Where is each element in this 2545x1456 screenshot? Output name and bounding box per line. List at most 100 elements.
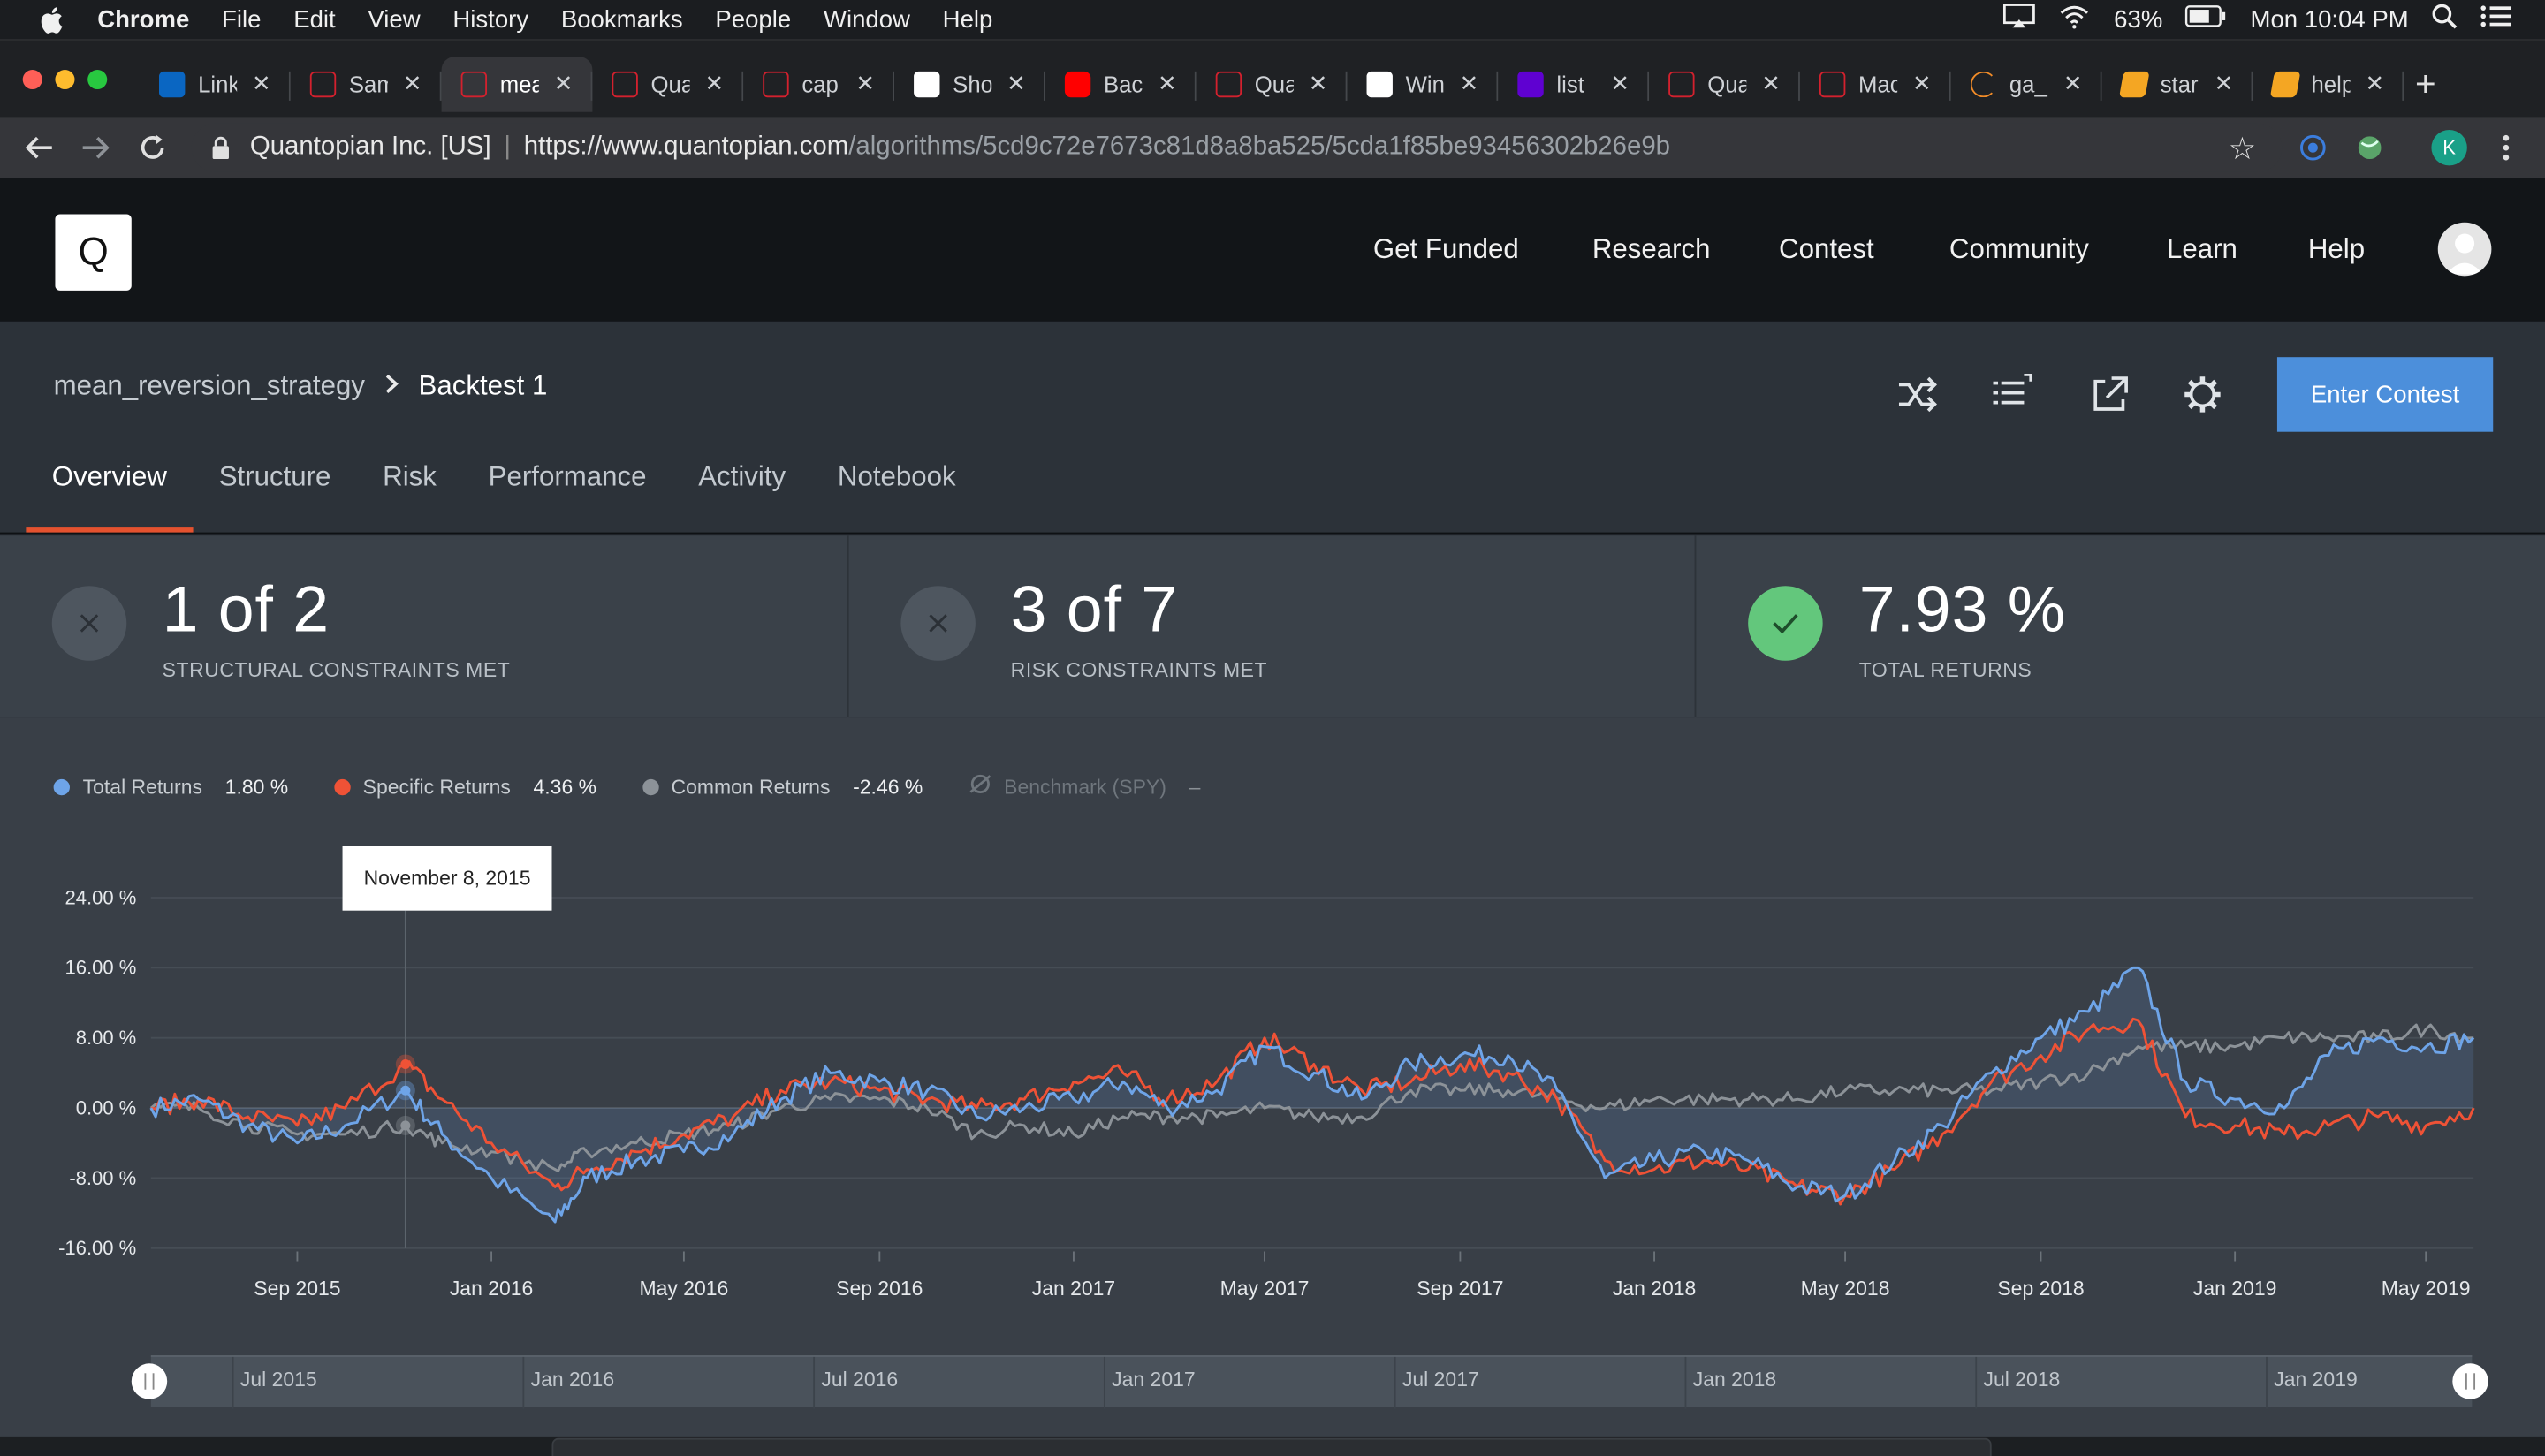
quantopian-icon — [763, 71, 789, 98]
browser-tab[interactable]: ga_ ✕ — [1951, 57, 2102, 111]
menu-file[interactable]: File — [222, 5, 262, 34]
minimize-window-button[interactable] — [55, 70, 75, 90]
list-icon[interactable] — [1992, 374, 2034, 416]
browser-tab[interactable]: Qua ✕ — [1649, 57, 1800, 111]
browser-tab[interactable]: help ✕ — [2253, 57, 2404, 111]
profile-avatar[interactable]: K — [2431, 129, 2467, 166]
dock-strip — [0, 1436, 2545, 1456]
menubar-clock[interactable]: Mon 10:04 PM — [2250, 5, 2409, 34]
legend-benchmark[interactable]: Benchmark (SPY) – — [969, 774, 1200, 799]
browser-tab[interactable]: star ✕ — [2102, 57, 2253, 111]
range-end-handle[interactable] — [2452, 1363, 2488, 1399]
check-icon — [1748, 586, 1824, 661]
notification-center-icon[interactable] — [2480, 4, 2513, 36]
extension-search-icon[interactable] — [2295, 130, 2330, 165]
airplay-icon[interactable] — [2003, 4, 2036, 36]
browser-tab[interactable]: Link ✕ — [140, 57, 291, 111]
browser-tab[interactable]: list ✕ — [1498, 57, 1650, 111]
chrome-menu-icon[interactable] — [2488, 130, 2524, 165]
tab-activity[interactable]: Activity — [698, 460, 786, 492]
dock — [551, 1437, 1992, 1456]
tab-notebook[interactable]: Notebook — [837, 460, 956, 492]
yahoo-icon — [1517, 71, 1544, 98]
quantopian-icon — [309, 71, 337, 98]
tab-overview[interactable]: Overview — [26, 444, 194, 533]
total-returns-card[interactable]: 7.93 % TOTAL RETURNS — [1697, 535, 2545, 719]
nav-help[interactable]: Help — [2307, 233, 2366, 265]
extension-globe-icon[interactable] — [2351, 130, 2387, 165]
menu-people[interactable]: People — [715, 5, 792, 34]
new-tab-button[interactable]: + — [2415, 63, 2436, 104]
zoom-window-button[interactable] — [87, 70, 108, 90]
legend-specific-returns[interactable]: Specific Returns 4.36 % — [333, 775, 596, 798]
tab-close-icon[interactable]: ✕ — [2365, 70, 2385, 96]
close-window-button[interactable] — [22, 70, 42, 90]
tab-close-icon[interactable]: ✕ — [2214, 70, 2234, 96]
browser-tab[interactable]: Qua ✕ — [592, 57, 744, 111]
shuffle-icon[interactable] — [1895, 374, 1938, 416]
reload-icon[interactable] — [134, 130, 170, 165]
browser-tab[interactable]: cap ✕ — [743, 57, 895, 111]
browser-tab[interactable]: Qua ✕ — [1197, 57, 1348, 111]
range-start-handle[interactable] — [131, 1363, 168, 1399]
gear-icon[interactable] — [2182, 374, 2224, 416]
tab-close-icon[interactable]: ✕ — [402, 70, 422, 96]
external-link-icon[interactable] — [2089, 374, 2131, 416]
tab-close-icon[interactable]: ✕ — [1761, 70, 1781, 96]
browser-tab[interactable]: Sho ✕ — [894, 57, 1045, 111]
apple-icon[interactable] — [35, 5, 65, 34]
quantopian-logo[interactable]: Q — [55, 214, 132, 291]
tab-close-icon[interactable]: ✕ — [1610, 70, 1630, 96]
back-arrow-icon[interactable] — [21, 130, 57, 165]
tab-title: cap — [801, 71, 839, 98]
forward-arrow-icon[interactable] — [78, 130, 113, 165]
tab-structure[interactable]: Structure — [218, 460, 331, 492]
enter-contest-button[interactable]: Enter Contest — [2276, 357, 2494, 432]
browser-tab[interactable]: Bac ✕ — [1045, 57, 1197, 111]
legend-common-returns[interactable]: Common Returns -2.46 % — [642, 775, 923, 798]
tab-close-icon[interactable]: ✕ — [1308, 70, 1328, 96]
lock-icon[interactable] — [211, 136, 234, 160]
spotlight-search-icon[interactable] — [2431, 4, 2458, 36]
browser-tab[interactable]: Win ✕ — [1347, 57, 1499, 111]
tab-close-icon[interactable]: ✕ — [1007, 70, 1026, 96]
structural-constraints-card[interactable]: 1 of 2 STRUCTURAL CONSTRAINTS MET — [0, 535, 849, 719]
nav-get-funded[interactable]: Get Funded — [1372, 233, 1519, 265]
nav-research[interactable]: Research — [1592, 233, 1711, 265]
browser-tab[interactable]: mea ✕ — [441, 57, 593, 112]
x-tick-label: May 2018 — [1801, 1277, 1890, 1300]
tab-close-icon[interactable]: ✕ — [704, 70, 725, 96]
risk-constraints-card[interactable]: 3 of 7 RISK CONSTRAINTS MET — [848, 535, 1698, 719]
menu-window[interactable]: Window — [823, 5, 910, 34]
battery-icon[interactable] — [2185, 5, 2228, 34]
returns-chart[interactable]: 24.00 % 16.00 % 8.00 % 0.00 % -8.00 % -16.00 … — [0, 717, 2545, 1437]
address-bar[interactable]: Quantopian Inc. [US] | https://www.quant… — [191, 123, 2283, 172]
wifi-icon[interactable] — [2059, 4, 2092, 36]
tab-close-icon[interactable]: ✕ — [553, 70, 574, 96]
nav-community[interactable]: Community — [1949, 233, 2089, 265]
breadcrumb-algorithm[interactable]: mean_reversion_strategy — [53, 369, 365, 401]
tab-close-icon[interactable]: ✕ — [1912, 70, 1932, 96]
menu-help[interactable]: Help — [942, 5, 993, 34]
tab-close-icon[interactable]: ✕ — [855, 70, 876, 96]
menu-app-name[interactable]: Chrome — [97, 5, 190, 34]
tab-close-icon[interactable]: ✕ — [1158, 70, 1177, 96]
bookmark-star-icon[interactable]: ☆ — [2228, 133, 2257, 168]
date-range-navigator[interactable]: Jul 2015 Jan 2016 Jul 2016 Jan 2017 Jul 2017… — [131, 1355, 2488, 1409]
user-avatar[interactable] — [2437, 222, 2492, 277]
nav-contest[interactable]: Contest — [1779, 233, 1874, 265]
tab-close-icon[interactable]: ✕ — [2063, 70, 2083, 96]
tab-close-icon[interactable]: ✕ — [1459, 70, 1479, 96]
nav-learn[interactable]: Learn — [2167, 233, 2237, 265]
menu-edit[interactable]: Edit — [293, 5, 336, 34]
tab-performance[interactable]: Performance — [488, 460, 647, 492]
menu-view[interactable]: View — [368, 5, 421, 34]
tab-title: Sho — [953, 71, 992, 98]
menu-bookmarks[interactable]: Bookmarks — [560, 5, 683, 34]
browser-tab[interactable]: Sam ✕ — [291, 57, 442, 111]
browser-tab[interactable]: Mac ✕ — [1800, 57, 1951, 111]
menu-history[interactable]: History — [452, 5, 529, 34]
tab-close-icon[interactable]: ✕ — [252, 70, 271, 96]
legend-total-returns[interactable]: Total Returns 1.80 % — [53, 775, 289, 798]
tab-risk[interactable]: Risk — [383, 460, 437, 492]
